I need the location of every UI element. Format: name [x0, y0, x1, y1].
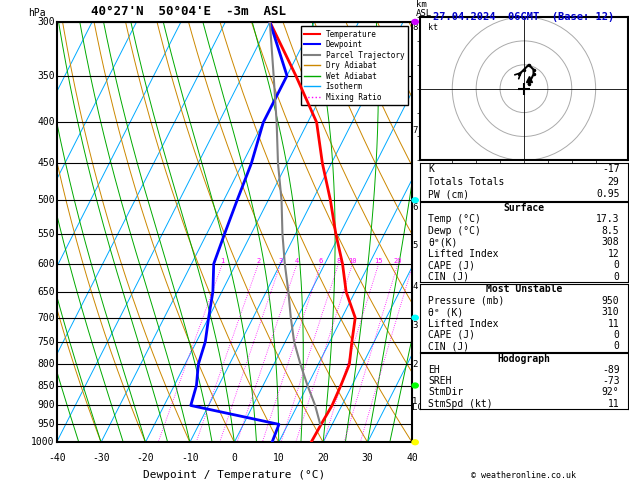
Text: 1: 1	[413, 397, 418, 406]
Text: 11: 11	[608, 399, 620, 409]
Text: 0.95: 0.95	[596, 190, 620, 199]
Text: 550: 550	[37, 228, 55, 239]
Text: StmDir: StmDir	[428, 387, 464, 398]
Text: km
ASL: km ASL	[416, 0, 431, 17]
Text: 20: 20	[394, 258, 402, 264]
Text: 7: 7	[413, 126, 418, 136]
Text: 3: 3	[413, 321, 418, 330]
Text: -17: -17	[602, 164, 620, 174]
Text: Mixing Ratio (g/kg): Mixing Ratio (g/kg)	[443, 176, 452, 288]
Text: CAPE (J): CAPE (J)	[428, 260, 476, 270]
Text: 4: 4	[295, 258, 299, 264]
Text: 40: 40	[406, 453, 418, 463]
Text: © weatheronline.co.uk: © weatheronline.co.uk	[472, 471, 576, 480]
Text: 8.5: 8.5	[602, 226, 620, 236]
Text: 15: 15	[374, 258, 383, 264]
Text: 500: 500	[37, 195, 55, 205]
Text: 10: 10	[273, 453, 284, 463]
Text: EH: EH	[428, 365, 440, 375]
Text: 0: 0	[613, 341, 620, 351]
Text: 40°27'N  50°04'E  -3m  ASL: 40°27'N 50°04'E -3m ASL	[91, 5, 286, 17]
Text: 300: 300	[37, 17, 55, 27]
Text: 12: 12	[608, 249, 620, 259]
Text: 10: 10	[348, 258, 357, 264]
Text: 450: 450	[37, 158, 55, 169]
Text: kt: kt	[428, 23, 438, 32]
Text: 350: 350	[37, 70, 55, 81]
Text: 950: 950	[37, 419, 55, 429]
Text: θᵉ (K): θᵉ (K)	[428, 307, 464, 317]
Text: 700: 700	[37, 312, 55, 323]
Text: 650: 650	[37, 287, 55, 297]
Text: 400: 400	[37, 117, 55, 127]
Text: 3: 3	[279, 258, 282, 264]
Text: θᵉ(K): θᵉ(K)	[428, 237, 458, 247]
Text: Dewp (°C): Dewp (°C)	[428, 226, 481, 236]
Text: 0: 0	[231, 453, 237, 463]
Text: 0: 0	[613, 260, 620, 270]
Text: 8: 8	[413, 23, 418, 32]
Text: Totals Totals: Totals Totals	[428, 177, 505, 187]
Text: CIN (J): CIN (J)	[428, 272, 470, 282]
Text: hPa: hPa	[28, 8, 46, 17]
Text: CIN (J): CIN (J)	[428, 341, 470, 351]
Text: -30: -30	[92, 453, 110, 463]
Text: Temp (°C): Temp (°C)	[428, 214, 481, 225]
Text: Lifted Index: Lifted Index	[428, 318, 499, 329]
Text: 29: 29	[608, 177, 620, 187]
Text: -89: -89	[602, 365, 620, 375]
Text: 1000: 1000	[31, 437, 55, 447]
Text: Lifted Index: Lifted Index	[428, 249, 499, 259]
Text: 850: 850	[37, 381, 55, 391]
Text: 4: 4	[413, 282, 418, 291]
Text: 900: 900	[37, 400, 55, 411]
Text: 30: 30	[362, 453, 374, 463]
Text: 310: 310	[602, 307, 620, 317]
Text: 750: 750	[37, 337, 55, 347]
Text: 600: 600	[37, 259, 55, 269]
Text: -40: -40	[48, 453, 65, 463]
Text: 950: 950	[602, 296, 620, 306]
Text: Surface: Surface	[503, 203, 545, 213]
Text: 92°: 92°	[602, 387, 620, 398]
Text: -10: -10	[181, 453, 199, 463]
Text: 6: 6	[319, 258, 323, 264]
Legend: Temperature, Dewpoint, Parcel Trajectory, Dry Adiabat, Wet Adiabat, Isotherm, Mi: Temperature, Dewpoint, Parcel Trajectory…	[301, 26, 408, 105]
Text: 6: 6	[413, 203, 418, 211]
Text: StmSpd (kt): StmSpd (kt)	[428, 399, 493, 409]
Text: Pressure (mb): Pressure (mb)	[428, 296, 505, 306]
Text: Dewpoint / Temperature (°C): Dewpoint / Temperature (°C)	[143, 469, 325, 480]
Text: LCL: LCL	[413, 403, 428, 412]
Text: 0: 0	[613, 330, 620, 340]
Text: 1: 1	[220, 258, 225, 264]
Text: 308: 308	[602, 237, 620, 247]
Text: Most Unstable: Most Unstable	[486, 284, 562, 295]
Text: 2: 2	[256, 258, 260, 264]
Text: SREH: SREH	[428, 376, 452, 386]
Text: 800: 800	[37, 359, 55, 369]
Text: CAPE (J): CAPE (J)	[428, 330, 476, 340]
Text: K: K	[428, 164, 435, 174]
Text: -73: -73	[602, 376, 620, 386]
Text: 2: 2	[413, 360, 418, 369]
Text: 20: 20	[317, 453, 329, 463]
Text: 5: 5	[413, 242, 418, 250]
Text: -20: -20	[136, 453, 154, 463]
Text: 8: 8	[337, 258, 340, 264]
Text: 11: 11	[608, 318, 620, 329]
Text: 17.3: 17.3	[596, 214, 620, 225]
Text: 0: 0	[613, 272, 620, 282]
Text: PW (cm): PW (cm)	[428, 190, 470, 199]
Text: 27.04.2024  06GMT  (Base: 12): 27.04.2024 06GMT (Base: 12)	[433, 12, 615, 22]
Text: Hodograph: Hodograph	[498, 354, 550, 364]
